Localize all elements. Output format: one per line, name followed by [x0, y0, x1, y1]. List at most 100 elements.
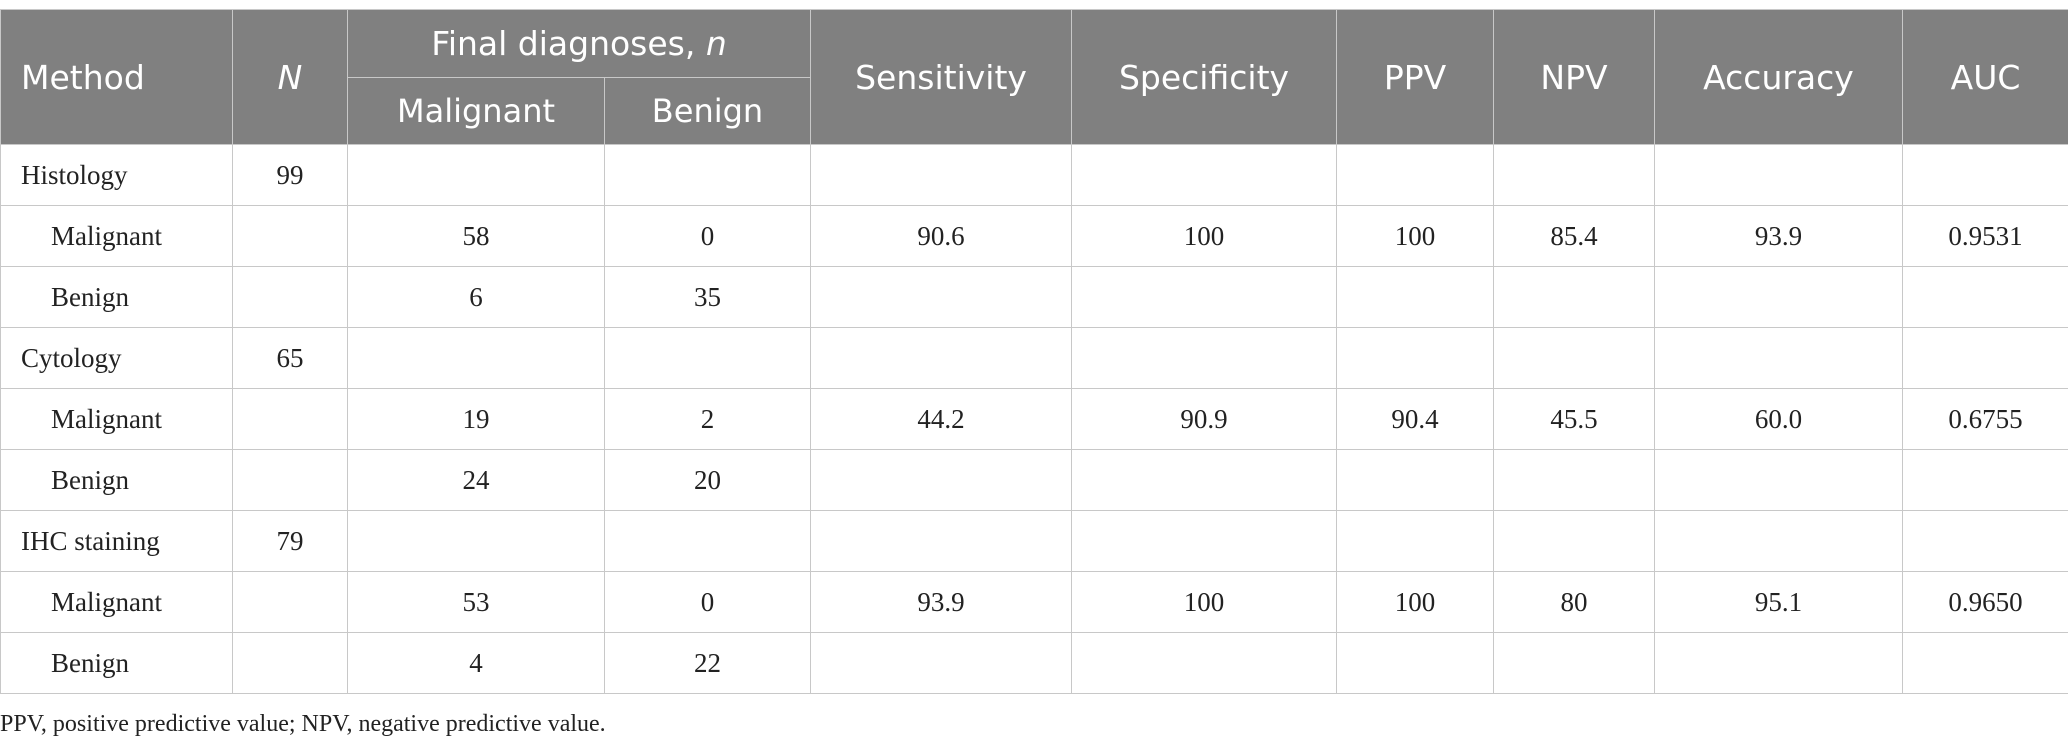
- header-text: n: [705, 24, 727, 63]
- table-cell: [1336, 510, 1495, 572]
- table-cell: [1336, 632, 1495, 694]
- table-row: IHC staining 79: [0, 510, 2068, 572]
- table-row: Benign 6 35: [0, 266, 2068, 328]
- table-cell: [810, 510, 1073, 572]
- table-cell: 65: [232, 327, 348, 389]
- table-cell: [1654, 327, 1904, 389]
- table-cell: 60.0: [1654, 388, 1904, 450]
- table-cell: [232, 205, 348, 267]
- table-cell: [232, 388, 348, 450]
- table-cell: 44.2: [810, 388, 1073, 450]
- header-cell: PPV: [1336, 9, 1495, 145]
- header-cell: Specificity: [1071, 9, 1338, 145]
- table-cell: [810, 144, 1073, 206]
- table-cell: 19: [347, 388, 605, 450]
- header-cell: AUC: [1902, 9, 2068, 145]
- table-cell: 4: [347, 632, 605, 694]
- table-cell: [1654, 632, 1904, 694]
- row-label: IHC staining: [0, 510, 233, 572]
- table-cell: [1071, 327, 1338, 389]
- table-cell: [1071, 266, 1338, 328]
- table-cell: [347, 510, 605, 572]
- table-cell: 20: [603, 449, 812, 511]
- footnote: PPV, positive predictive value; NPV, neg…: [0, 711, 606, 737]
- table-cell: [603, 327, 812, 389]
- table-row: Histology 99: [0, 144, 2068, 206]
- table-cell: [1493, 266, 1656, 328]
- header-group: Final diagnoses, n: [346, 9, 812, 78]
- table-cell: [1071, 632, 1338, 694]
- table-cell: 80: [1493, 571, 1656, 633]
- table-cell: 58: [347, 205, 605, 267]
- table-cell: [1654, 510, 1904, 572]
- table-cell: [1493, 327, 1656, 389]
- table-cell: [347, 144, 605, 206]
- table-row: Benign 24 20: [0, 449, 2068, 511]
- table-cell: 35: [603, 266, 812, 328]
- table-cell: [1902, 144, 2068, 206]
- row-label: Malignant: [0, 388, 233, 450]
- table-cell: [232, 449, 348, 511]
- table-cell: [1654, 449, 1904, 511]
- table-cell: [1071, 144, 1338, 206]
- header-text: Final diagnoses,: [431, 24, 696, 63]
- table-cell: 93.9: [1654, 205, 1904, 267]
- table-cell: [603, 144, 812, 206]
- table-cell: 45.5: [1493, 388, 1656, 450]
- table-cell: 93.9: [810, 571, 1073, 633]
- table-cell: 6: [347, 266, 605, 328]
- table-row: Malignant 19 2 44.2 90.9 90.4 45.5 60.0 0.6755: [0, 388, 2068, 450]
- table-cell: 90.6: [810, 205, 1073, 267]
- header-cell: Benign: [603, 77, 812, 145]
- table-cell: [1902, 449, 2068, 511]
- row-label: Benign: [0, 449, 233, 511]
- row-label: Cytology: [0, 327, 233, 389]
- table-cell: 0.9650: [1902, 571, 2068, 633]
- header-cell: Method: [0, 9, 233, 145]
- table-cell: [1902, 510, 2068, 572]
- table-cell: 22: [603, 632, 812, 694]
- table-cell: [1654, 266, 1904, 328]
- table-cell: 99: [232, 144, 348, 206]
- table-cell: [1336, 327, 1495, 389]
- table-cell: 0: [603, 571, 812, 633]
- table-cell: [810, 632, 1073, 694]
- table-cell: [1493, 449, 1656, 511]
- header-cell: NPV: [1493, 9, 1656, 145]
- row-label: Benign: [0, 632, 233, 694]
- table-cell: [1654, 144, 1904, 206]
- table-cell: 100: [1336, 205, 1495, 267]
- table-row: Malignant 58 0 90.6 100 100 85.4 93.9 0.9531: [0, 205, 2068, 267]
- table-cell: [1902, 266, 2068, 328]
- table-cell: [1493, 632, 1656, 694]
- table-cell: [1071, 449, 1338, 511]
- table-cell: 0.9531: [1902, 205, 2068, 267]
- table-cell: [1902, 632, 2068, 694]
- table-cell: 0: [603, 205, 812, 267]
- table-row: Malignant 53 0 93.9 100 100 80 95.1 0.9650: [0, 571, 2068, 633]
- header-cell: Sensitivity: [810, 9, 1073, 145]
- table-cell: 24: [347, 449, 605, 511]
- table-row: Benign 4 22: [0, 632, 2068, 694]
- table-cell: [810, 327, 1073, 389]
- table-cell: [810, 266, 1073, 328]
- table-cell: [1336, 266, 1495, 328]
- table-cell: [1336, 449, 1495, 511]
- table-cell: 53: [347, 571, 605, 633]
- table-cell: 0.6755: [1902, 388, 2068, 450]
- header-cell: Malignant: [347, 77, 605, 145]
- table-cell: [232, 632, 348, 694]
- table-cell: 85.4: [1493, 205, 1656, 267]
- table-cell: 100: [1071, 205, 1338, 267]
- table-row: Cytology 65: [0, 327, 2068, 389]
- table-cell: [232, 571, 348, 633]
- table-cell: [347, 327, 605, 389]
- row-label: Histology: [0, 144, 233, 206]
- header-cell: Accuracy: [1654, 9, 1904, 145]
- table-cell: 79: [232, 510, 348, 572]
- row-label: Malignant: [0, 205, 233, 267]
- table-cell: 2: [603, 388, 812, 450]
- row-label: Malignant: [0, 571, 233, 633]
- table-cell: [1336, 144, 1495, 206]
